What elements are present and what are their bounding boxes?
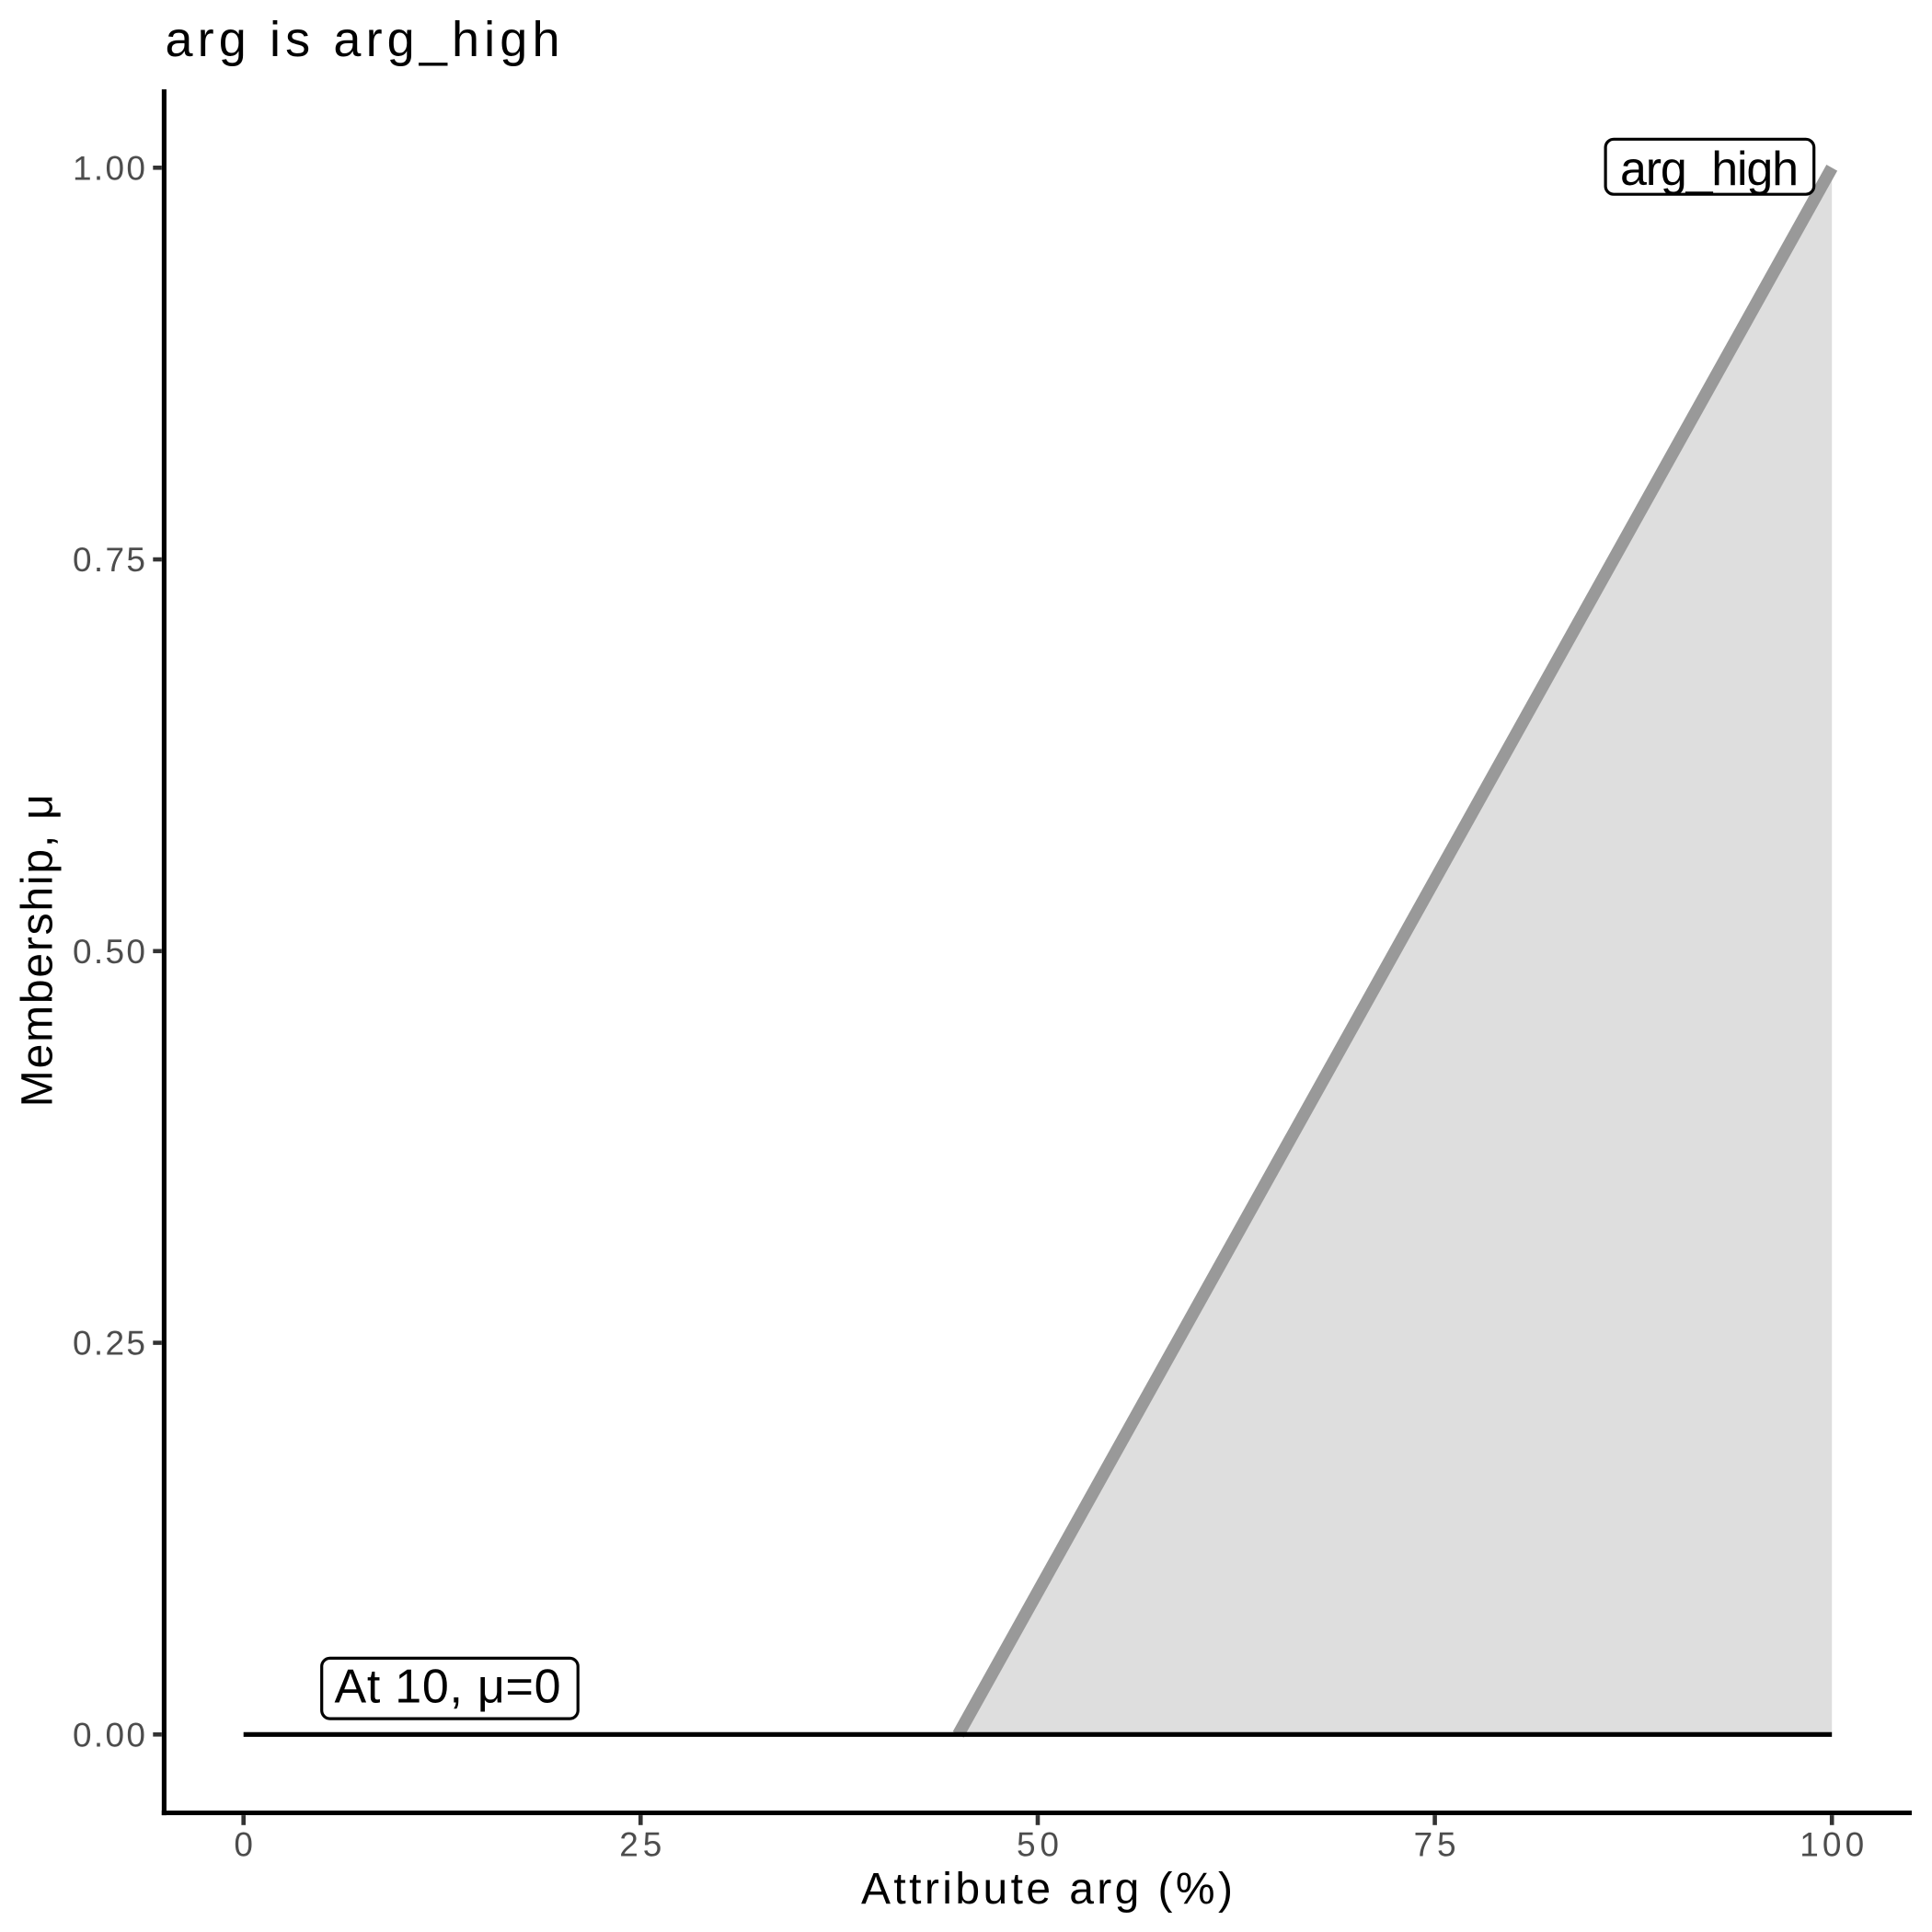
svg-text:0.00: 0.00 — [73, 1716, 145, 1754]
svg-text:arg_high: arg_high — [1620, 143, 1799, 196]
svg-text:0.50: 0.50 — [73, 933, 145, 971]
svg-text:100: 100 — [1800, 1825, 1864, 1863]
svg-text:At 10, μ=0: At 10, μ=0 — [335, 1661, 561, 1714]
svg-text:0.25: 0.25 — [73, 1325, 145, 1363]
svg-text:Attribute arg (%): Attribute arg (%) — [861, 1865, 1233, 1914]
svg-text:Membership, μ: Membership, μ — [14, 794, 63, 1107]
svg-text:0.75: 0.75 — [73, 541, 145, 579]
svg-text:0: 0 — [234, 1825, 253, 1863]
svg-text:1.00: 1.00 — [73, 149, 145, 187]
